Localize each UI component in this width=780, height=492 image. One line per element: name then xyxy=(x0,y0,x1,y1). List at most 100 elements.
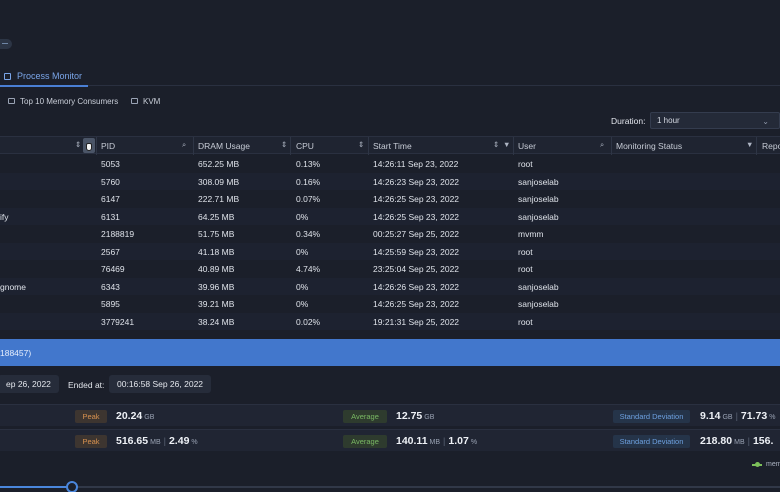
column-header-start-time[interactable]: Start Time xyxy=(373,141,412,151)
start-time-cell: 23:25:04 Sep 25, 2022 xyxy=(373,264,460,274)
std-deviation-tag: Standard Deviation xyxy=(613,410,690,423)
duration-value: 1 hour xyxy=(657,116,680,125)
dram-cell: 39.21 MB xyxy=(198,299,235,309)
column-divider xyxy=(756,137,757,155)
tab-process-monitor[interactable]: Process Monitor xyxy=(4,66,82,86)
top-bar xyxy=(0,0,780,60)
pid-cell: 6131 xyxy=(101,211,120,222)
peak-tag: Peak xyxy=(75,435,107,448)
start-time-cell: 14:25:59 Sep 23, 2022 xyxy=(373,246,460,257)
subtab-label: KVM xyxy=(143,96,161,106)
column-header-user[interactable]: User xyxy=(518,141,536,151)
cpu-cell: 4.74% xyxy=(296,264,321,274)
timeline-slider-handle[interactable] xyxy=(66,481,78,492)
table-row[interactable]: 76469 40.89 MB 4.74% 23:25:04 Sep 25, 20… xyxy=(0,260,780,278)
filter-icon[interactable]: ▼ xyxy=(746,140,754,149)
start-time-cell: 14:26:25 Sep 23, 2022 xyxy=(373,194,460,204)
monitor-icon xyxy=(4,72,11,80)
filter-icon[interactable]: ▼ xyxy=(503,140,511,149)
pid-cell: 5760 xyxy=(101,176,120,187)
average-value: 140.11 MB | 1.07% xyxy=(396,435,478,447)
dram-cell: 222.71 MB xyxy=(198,194,240,204)
user-cell: sanjoselab xyxy=(518,194,559,204)
stats-row-dram: Peak 20.24 GB Average 12.75 GB Standard De… xyxy=(0,404,780,426)
process-table-body: 5053 652.25 MB 0.13% 14:26:11 Sep 23, 20… xyxy=(0,155,780,331)
start-time-cell: 14:26:26 Sep 23, 2022 xyxy=(373,281,460,292)
subtab-top-memory-consumers[interactable]: Top 10 Memory Consumers xyxy=(8,94,118,108)
dram-cell: 51.75 MB xyxy=(198,229,235,239)
table-row[interactable]: gnome 6343 39.96 MB 0% 14:26:26 Sep 23, … xyxy=(0,277,780,295)
start-time-cell: 14:26:11 Sep 23, 2022 xyxy=(373,159,459,169)
column-divider xyxy=(290,137,291,155)
mouse-cursor-icon xyxy=(86,143,92,151)
user-cell: sanjoselab xyxy=(518,211,559,222)
table-row[interactable]: 3779241 38.24 MB 0.02% 19:21:31 Sep 25, … xyxy=(0,312,780,330)
subtab-label: Top 10 Memory Consumers xyxy=(20,96,119,106)
dram-cell: 41.18 MB xyxy=(198,246,235,257)
user-cell: sanjoselab xyxy=(518,281,559,292)
sort-icon[interactable]: ⇕ xyxy=(281,140,288,149)
column-divider xyxy=(611,137,612,155)
table-row[interactable]: ify 6131 64.25 MB 0% 14:26:25 Sep 23, 20… xyxy=(0,207,780,225)
start-time-cell: 14:26:25 Sep 23, 2022 xyxy=(373,211,460,222)
table-row[interactable]: 2188819 51.75 MB 0.34% 00:25:27 Sep 25, … xyxy=(0,225,780,243)
column-header-monitoring-status[interactable]: Monitoring Status xyxy=(616,141,683,151)
column-header-cpu[interactable]: CPU xyxy=(296,141,314,151)
table-row[interactable]: 5760 308.09 MB 0.16% 14:26:23 Sep 23, 20… xyxy=(0,172,780,190)
table-row[interactable]: 5895 39.21 MB 0% 14:26:25 Sep 23, 2022 s… xyxy=(0,295,780,313)
subtab-kvm[interactable]: KVM xyxy=(131,94,160,108)
user-cell: sanjoselab xyxy=(518,176,559,187)
user-cell: root xyxy=(518,264,533,274)
column-divider xyxy=(96,137,97,155)
cpu-cell: 0% xyxy=(296,281,309,292)
average-tag: Average xyxy=(343,435,387,448)
sort-icon[interactable]: ⇕ xyxy=(358,140,365,149)
cpu-cell: 0.13% xyxy=(296,159,321,169)
table-row[interactable]: 2567 41.18 MB 0% 14:25:59 Sep 23, 2022 r… xyxy=(0,242,780,260)
column-header-dram-usage[interactable]: DRAM Usage xyxy=(198,141,250,151)
dram-cell: 64.25 MB xyxy=(198,211,235,222)
sort-icon[interactable]: ⇕ xyxy=(75,140,82,149)
std-deviation-value: 218.80 MB | 156. xyxy=(700,435,774,447)
std-deviation-tag: Standard Deviation xyxy=(613,435,690,448)
user-cell: mvmm xyxy=(518,229,544,239)
list-icon xyxy=(8,98,15,104)
pid-cell: 5895 xyxy=(101,299,120,309)
ended-at-label: Ended at: xyxy=(68,380,105,390)
sort-icon[interactable]: ⇕ xyxy=(493,140,500,149)
timeline-slider-track[interactable] xyxy=(0,486,780,488)
ended-at-value: 00:16:58 Sep 26, 2022 xyxy=(109,375,212,393)
cpu-cell: 0.34% xyxy=(296,229,321,239)
search-icon[interactable]: ⌕ xyxy=(182,140,187,149)
tab-bar xyxy=(0,62,780,86)
user-cell: sanjoselab xyxy=(518,299,559,309)
vm-icon xyxy=(131,98,138,104)
pid-cell: 76469 xyxy=(101,264,125,274)
timeline-slider-fill xyxy=(0,486,70,488)
dram-cell: 38.24 MB xyxy=(198,316,235,327)
dram-cell: 308.09 MB xyxy=(198,176,240,187)
column-header-repo[interactable]: Repo xyxy=(762,141,780,151)
pid-cell: 6343 xyxy=(101,281,120,292)
peak-value: 516.65 MB | 2.49% xyxy=(116,435,198,447)
selected-process-label: 188457) xyxy=(0,348,32,358)
dram-cell: 652.25 MB xyxy=(198,159,240,169)
selected-process-bar[interactable]: 188457) xyxy=(0,339,780,366)
duration-select[interactable]: 1 hour ⌄ xyxy=(650,112,780,129)
table-row[interactable]: 6147 222.71 MB 0.07% 14:26:25 Sep 23, 20… xyxy=(0,190,780,208)
chart-legend[interactable]: mem xyxy=(752,461,780,468)
column-header-pid[interactable]: PID xyxy=(101,141,116,151)
search-icon[interactable]: ⌕ xyxy=(600,140,605,149)
pid-cell: 2567 xyxy=(101,246,120,257)
peak-value: 20.24 GB xyxy=(116,410,155,422)
user-cell: root xyxy=(518,246,533,257)
start-time-cell: 19:21:31 Sep 25, 2022 xyxy=(373,316,460,327)
user-cell: root xyxy=(518,159,533,169)
pid-cell: 6147 xyxy=(101,194,120,204)
chevron-down-icon: ⌄ xyxy=(762,117,769,126)
collapse-sidebar-button[interactable] xyxy=(0,39,12,49)
table-row[interactable]: 5053 652.25 MB 0.13% 14:26:11 Sep 23, 20… xyxy=(0,155,780,173)
start-time-cell: 14:26:23 Sep 23, 2022 xyxy=(373,176,460,187)
cpu-cell: 0.16% xyxy=(296,176,321,187)
active-tab-indicator xyxy=(0,85,88,87)
